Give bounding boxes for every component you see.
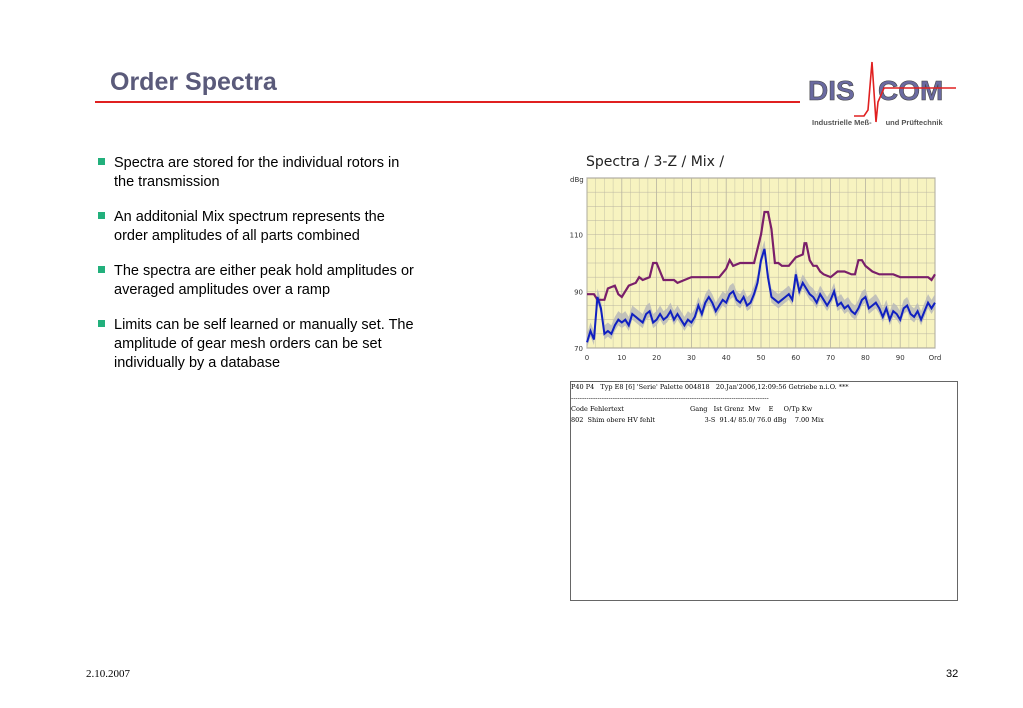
chart-title: Spectra / 3-Z / Mix / xyxy=(586,154,725,170)
page-title: Order Spectra xyxy=(110,68,277,96)
logo-text-right: COM xyxy=(878,75,943,106)
log-line: Code Fehlertext Gang Ist Grenz Mw E O/Tp… xyxy=(571,405,813,413)
bullet-text: Spectra are stored for the individual ro… xyxy=(114,155,400,190)
y-tick-label: 70 xyxy=(574,345,583,353)
x-tick-label: 0 xyxy=(585,354,589,362)
discom-logo-graphic: DIS COM xyxy=(808,61,956,123)
footer-date: 2.10.2007 xyxy=(86,668,130,680)
x-tick-label: 60 xyxy=(791,354,800,362)
chart-svg: dBg 70 90 110 0 10 20 30 40 50 60 70 80 90 Ord xyxy=(570,176,942,362)
discom-logo: DIS COM xyxy=(806,58,956,130)
logo-text-left: DIS xyxy=(808,75,855,106)
logo-tagline-left: Industrielle Meß- xyxy=(812,118,872,127)
fault-log-panel: P40 P4 Typ E8 [6] 'Serie' Palette 004818… xyxy=(570,381,958,601)
bullet-square-icon xyxy=(98,320,105,327)
x-tick-label: Ord xyxy=(929,354,942,362)
bullet-item: Spectra are stored for the individual ro… xyxy=(96,154,416,192)
x-tick-label: 50 xyxy=(757,354,766,362)
bullet-text: Limits can be self learned or manually s… xyxy=(114,317,414,371)
bullet-text: An additonial Mix spectrum represents th… xyxy=(114,209,385,244)
bullet-item: The spectra are either peak hold amplitu… xyxy=(96,262,416,300)
bullet-text: The spectra are either peak hold amplitu… xyxy=(114,263,414,298)
x-tick-label: 10 xyxy=(617,354,626,362)
bullet-list: Spectra are stored for the individual ro… xyxy=(96,154,416,389)
y-axis-label: dBg xyxy=(570,176,584,184)
bullet-square-icon xyxy=(98,266,105,273)
spectrum-chart: Spectra / 3-Z / Mix / dBg 70 90 110 0 10 20 30 4… xyxy=(560,148,960,368)
y-tick-label: 90 xyxy=(574,288,583,296)
logo-tagline-right: und Prüftechnik xyxy=(885,118,943,127)
page-number: 32 xyxy=(946,668,959,680)
x-tick-label: 40 xyxy=(722,354,731,362)
x-tick-label: 80 xyxy=(861,354,870,362)
logo-tagline: Industrielle Meß-und Prüftechnik xyxy=(812,118,943,127)
y-tick-label: 110 xyxy=(570,232,583,240)
title-underline xyxy=(95,101,800,103)
bullet-square-icon xyxy=(98,158,105,165)
spectrum-curve xyxy=(586,248,936,343)
log-line: 802 Shim obere HV fehlt 3-S 91.4/ 85.0/ … xyxy=(571,416,824,424)
x-tick-label: 30 xyxy=(687,354,696,362)
x-tick-label: 70 xyxy=(826,354,835,362)
bullet-item: An additonial Mix spectrum represents th… xyxy=(96,208,416,246)
limit-curve xyxy=(587,210,936,301)
pulse-line xyxy=(854,61,956,123)
log-line: P40 P4 Typ E8 [6] 'Serie' Palette 004818… xyxy=(571,383,849,391)
x-tick-label: 90 xyxy=(896,354,905,362)
log-line: ----------------------------------------… xyxy=(571,394,769,402)
bullet-square-icon xyxy=(98,212,105,219)
x-tick-label: 20 xyxy=(652,354,661,362)
bullet-item: Limits can be self learned or manually s… xyxy=(96,316,416,373)
